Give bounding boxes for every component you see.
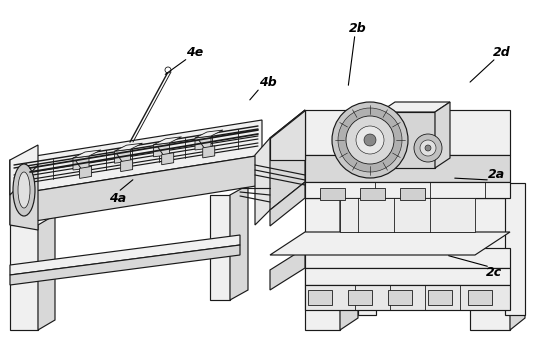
Polygon shape: [435, 102, 450, 168]
Polygon shape: [305, 198, 340, 330]
Polygon shape: [380, 102, 450, 112]
Polygon shape: [38, 215, 55, 330]
Circle shape: [356, 126, 384, 154]
Polygon shape: [10, 120, 262, 195]
Polygon shape: [10, 145, 38, 195]
Polygon shape: [470, 198, 510, 330]
Polygon shape: [203, 146, 215, 158]
Polygon shape: [505, 183, 525, 315]
Polygon shape: [305, 182, 510, 198]
Polygon shape: [340, 186, 358, 330]
Ellipse shape: [13, 164, 35, 216]
Circle shape: [420, 140, 436, 156]
Text: 2d: 2d: [493, 46, 511, 59]
Circle shape: [414, 134, 442, 162]
Polygon shape: [320, 188, 345, 200]
Polygon shape: [270, 248, 305, 290]
Polygon shape: [388, 290, 412, 305]
Polygon shape: [305, 285, 510, 310]
Text: 4a: 4a: [109, 192, 126, 205]
Polygon shape: [195, 130, 223, 138]
Polygon shape: [80, 166, 91, 178]
Polygon shape: [10, 245, 240, 285]
Polygon shape: [10, 235, 240, 275]
Polygon shape: [10, 225, 38, 330]
Circle shape: [332, 102, 408, 178]
Polygon shape: [270, 110, 305, 160]
Polygon shape: [468, 290, 492, 305]
Polygon shape: [305, 110, 510, 155]
Polygon shape: [348, 290, 372, 305]
Polygon shape: [154, 143, 170, 157]
Polygon shape: [230, 185, 248, 300]
Polygon shape: [270, 110, 305, 210]
Polygon shape: [360, 188, 385, 200]
Circle shape: [346, 116, 394, 164]
Polygon shape: [305, 155, 510, 182]
Text: 2b: 2b: [349, 21, 367, 34]
Polygon shape: [270, 232, 510, 255]
Polygon shape: [210, 195, 230, 300]
Ellipse shape: [18, 172, 30, 208]
Polygon shape: [73, 150, 101, 158]
Polygon shape: [308, 290, 332, 305]
Polygon shape: [305, 268, 510, 285]
Polygon shape: [400, 188, 425, 200]
Polygon shape: [121, 160, 132, 172]
Circle shape: [425, 145, 431, 151]
Polygon shape: [10, 160, 38, 230]
Polygon shape: [195, 136, 211, 150]
Circle shape: [338, 108, 402, 172]
Polygon shape: [162, 153, 174, 165]
Polygon shape: [73, 156, 89, 170]
Polygon shape: [255, 110, 305, 225]
Text: 2a: 2a: [487, 168, 504, 181]
Polygon shape: [358, 186, 376, 315]
Polygon shape: [114, 143, 142, 151]
Polygon shape: [340, 198, 475, 232]
Text: 4e: 4e: [187, 46, 203, 59]
Polygon shape: [154, 137, 182, 145]
Polygon shape: [305, 248, 510, 268]
Circle shape: [364, 134, 376, 146]
Polygon shape: [380, 112, 435, 168]
Text: 4b: 4b: [259, 75, 277, 88]
Circle shape: [165, 67, 171, 73]
Polygon shape: [428, 290, 452, 305]
Polygon shape: [10, 155, 262, 225]
Text: 2c: 2c: [486, 265, 502, 278]
Polygon shape: [114, 149, 131, 163]
Polygon shape: [510, 186, 525, 330]
Polygon shape: [270, 182, 305, 226]
